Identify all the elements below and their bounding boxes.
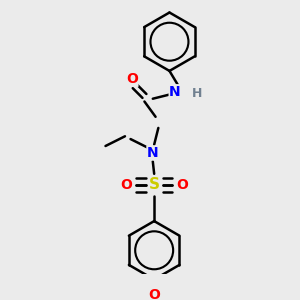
Text: H: H (192, 87, 202, 100)
Text: O: O (176, 178, 188, 192)
Text: N: N (147, 146, 159, 160)
Text: S: S (149, 177, 160, 192)
Text: N: N (169, 85, 181, 99)
Text: O: O (120, 178, 132, 192)
Text: O: O (148, 288, 160, 300)
Text: O: O (126, 72, 138, 86)
